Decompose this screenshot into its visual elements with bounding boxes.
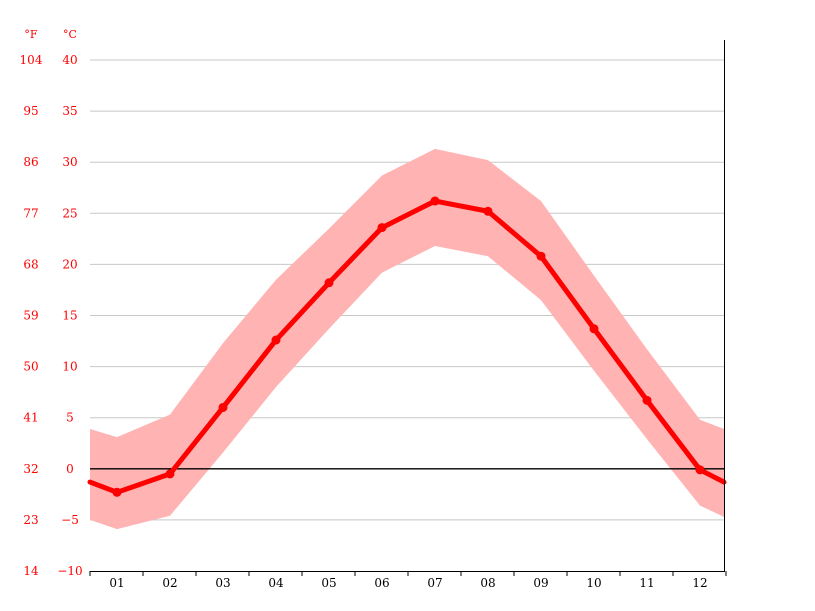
average-temperature-point (218, 402, 228, 412)
y-tick-label-fahrenheit: 41 (23, 411, 38, 425)
celsius-unit-label: °C (63, 28, 77, 41)
y-tick-label-celsius: 5 (66, 411, 74, 425)
x-tick-label-month: 01 (109, 576, 124, 590)
y-tick-label-fahrenheit: 23 (23, 513, 38, 527)
y-tick-label-celsius: 25 (62, 206, 77, 220)
axis-layer (89, 40, 727, 576)
average-temperature-point (589, 324, 599, 334)
x-tick-label-month: 04 (268, 576, 284, 590)
y-tick-label-fahrenheit: 32 (23, 462, 38, 476)
average-temperature-line-layer (87, 196, 727, 497)
y-tick-label-celsius: 20 (62, 257, 77, 271)
y-tick-label-fahrenheit: 59 (23, 309, 38, 323)
fahrenheit-unit-label: °F (24, 28, 38, 41)
average-temperature-point (483, 206, 493, 216)
x-tick-label-month: 08 (480, 576, 495, 590)
average-temperature-point (377, 223, 387, 233)
average-temperature-point (642, 395, 652, 405)
average-temperature-point (271, 335, 281, 345)
y-tick-label-celsius: 40 (62, 53, 77, 67)
x-tick-label-month: 03 (215, 576, 230, 590)
x-tick-label-month: 05 (321, 576, 336, 590)
x-tick-label-month: 11 (639, 576, 654, 590)
x-tick-label-month: 02 (162, 576, 177, 590)
average-temperature-line (87, 198, 727, 495)
y-tick-label-celsius: 10 (62, 360, 77, 374)
y-tick-label-celsius: −5 (61, 513, 79, 527)
y-tick-label-celsius: 30 (62, 155, 77, 169)
x-tick-label-month: 09 (533, 576, 548, 590)
y-tick-label-fahrenheit: 104 (20, 53, 43, 67)
y-tick-label-fahrenheit: 14 (23, 564, 39, 578)
y-tick-label-celsius: 35 (62, 104, 77, 118)
y-tick-label-fahrenheit: 95 (23, 104, 38, 118)
y-tick-label-fahrenheit: 86 (23, 155, 38, 169)
y-tick-label-fahrenheit: 68 (23, 257, 38, 271)
average-temperature-point (165, 469, 175, 479)
average-temperature-point (695, 465, 705, 475)
grid-layer (90, 59, 724, 521)
average-temperature-point (536, 251, 546, 261)
average-temperature-point (430, 196, 440, 206)
label-layer: °F °C 104 40 95 35 86 30 77 25 68 20 59 15 50 10 41 5 32… (20, 28, 708, 590)
average-temperature-point (324, 278, 334, 288)
y-tick-label-fahrenheit: 50 (23, 360, 38, 374)
temperature-range-band (90, 148, 724, 530)
y-tick-label-celsius: 15 (62, 309, 77, 323)
y-tick-label-celsius: 0 (66, 462, 74, 476)
x-tick-label-month: 06 (374, 576, 389, 590)
y-tick-label-celsius: −10 (57, 564, 82, 578)
x-tick-label-month: 07 (427, 576, 442, 590)
temperature-range-area (90, 148, 724, 530)
x-tick-label-month: 12 (692, 576, 707, 590)
x-tick-label-month: 10 (586, 576, 601, 590)
y-tick-label-fahrenheit: 77 (23, 206, 38, 220)
average-temperature-point (112, 487, 122, 497)
